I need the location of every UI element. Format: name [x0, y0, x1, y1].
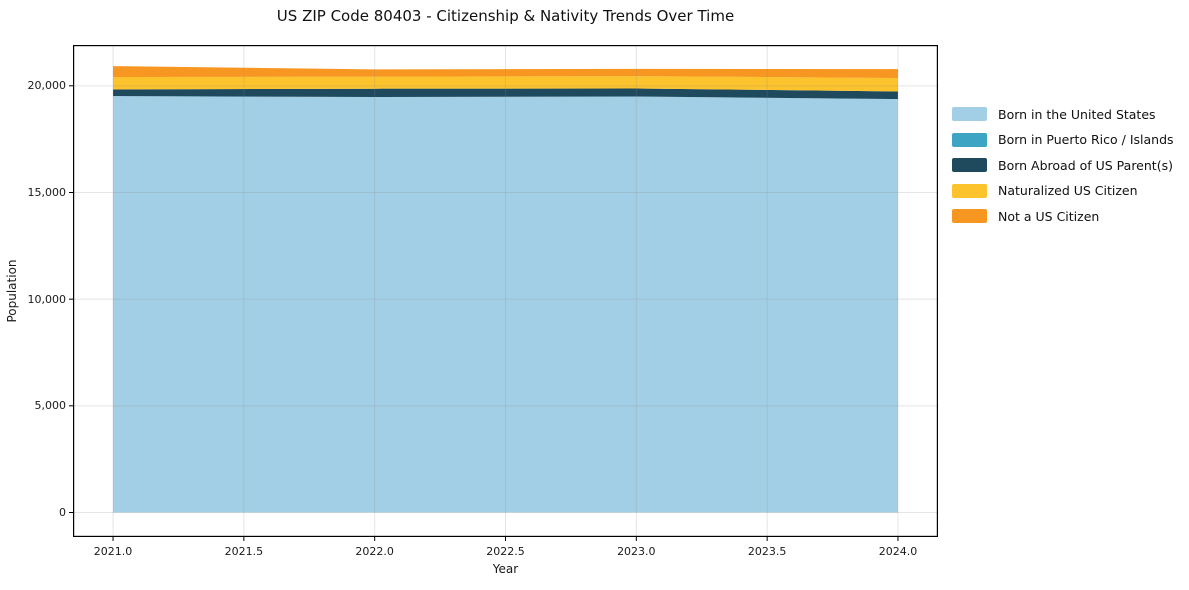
- x-tick-label: 2021.0: [93, 545, 133, 558]
- area-born-abroad-of-us-parent-s: [113, 88, 898, 100]
- x-tick-label: 2021.5: [224, 545, 264, 558]
- legend-swatch: [952, 132, 987, 147]
- area-born-in-the-united-states: [113, 96, 898, 513]
- x-tick-label: 2022.5: [486, 545, 525, 558]
- legend-swatch: [952, 209, 987, 224]
- legend: Born in the United States Born in Puerto …: [952, 107, 1174, 235]
- x-tick-label: 2022.0: [355, 545, 394, 558]
- area-naturalized-us-citizen: [113, 76, 898, 92]
- area-not-a-us-citizen: [113, 66, 898, 79]
- legend-label: Born in Puerto Rico / Islands: [998, 132, 1174, 148]
- y-tick-label: 15,000: [27, 185, 67, 199]
- legend-item-naturalized-us-citizen: Naturalized US Citizen: [952, 183, 1174, 199]
- legend-label: Born in the United States: [998, 106, 1156, 122]
- chart-title: US ZIP Code 80403 - Citizenship & Nativi…: [276, 7, 735, 25]
- x-axis-title: Year: [492, 562, 519, 576]
- legend-swatch: [952, 107, 987, 121]
- x-tick-label: 2023.0: [617, 545, 656, 558]
- y-tick-label: 5,000: [34, 399, 67, 413]
- legend-label: Born Abroad of US Parent(s): [998, 157, 1173, 173]
- plot-area: [69, 45, 938, 541]
- x-tick-label: 2023.5: [747, 545, 787, 558]
- axes-spines: [73, 45, 938, 537]
- y-axis-title: Population: [5, 259, 19, 323]
- legend-item-born-abroad-of-us-parent-s: Born Abroad of US Parent(s): [952, 157, 1174, 173]
- y-tick-label: 20,000: [27, 79, 67, 93]
- legend-item-born-in-the-united-states: Born in the United States: [952, 106, 1174, 122]
- legend-swatch: [952, 158, 987, 173]
- legend-item-not-a-us-citizen: Not a US Citizen: [952, 208, 1174, 224]
- x-tick-label: 2024.0: [878, 545, 918, 558]
- legend-label: Naturalized US Citizen: [998, 183, 1138, 199]
- legend-item-born-in-puerto-rico-islands: Born in Puerto Rico / Islands: [952, 132, 1174, 148]
- y-tick-label: 0: [59, 506, 66, 519]
- legend-label: Not a US Citizen: [998, 208, 1100, 224]
- legend-swatch: [952, 183, 987, 198]
- y-tick-label: 10,000: [27, 292, 67, 306]
